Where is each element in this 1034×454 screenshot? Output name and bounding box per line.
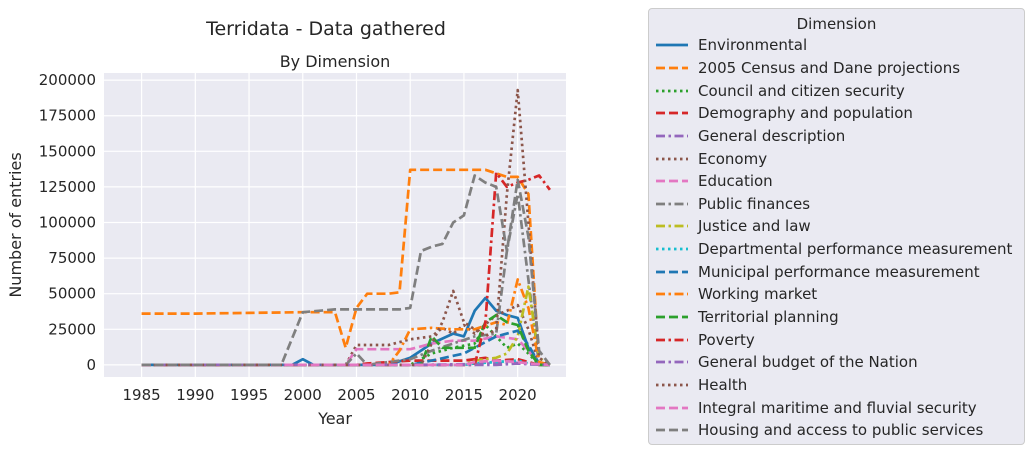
legend-label: Health [698,375,748,394]
y-tick-label: 150000 [39,142,96,160]
legend-item: Territorial planning [649,306,1024,329]
y-tick-label: 175000 [39,107,96,125]
chart-title: By Dimension [280,52,391,71]
y-tick-label: 25000 [48,320,96,338]
legend-swatch [656,293,688,296]
x-tick-label: 2005 [337,386,375,404]
legend-swatch [656,247,688,251]
legend-label: Working market [698,285,818,304]
y-tick-label: 100000 [39,214,96,232]
x-axis: 1985 1990 1995 2000 2005 2010 2015 2020 [123,386,537,404]
legend-item: Departmental performance measurement [649,238,1024,261]
legend: Dimension Environmental 2005 Census and D… [648,8,1025,445]
y-tick-label: 200000 [39,71,96,89]
series-line-justice-and-law [141,285,551,367]
plot-area [104,73,566,377]
legend-label: Environmental [698,36,808,55]
x-tick-label: 2010 [391,386,429,404]
series-layer [141,88,551,367]
series-line-departmental-performance-measurement [141,359,550,367]
legend-label: Economy [698,149,768,168]
legend-swatch [656,338,688,341]
series-line-integral-maritime-and-fluvial-security [141,359,550,367]
legend-swatch [656,270,688,274]
y-axis: 0 25000 50000 75000 100000 125000 150000 175000… [39,71,96,374]
legend-item: Municipal performance measurement [649,260,1024,283]
x-tick-label: 2000 [284,386,322,404]
legend-swatch [656,428,688,432]
x-axis-label: Year [317,409,352,428]
legend-swatch [656,383,688,387]
legend-title: Dimension [796,15,877,33]
series-line-poverty [141,171,551,367]
legend-item: Integral maritime and fluvial security [649,396,1024,419]
series-line-public-finances [141,192,550,367]
legend-label: General budget of the Nation [698,353,918,372]
legend-swatch [656,111,688,115]
legend-label: Council and citizen security [698,81,905,100]
legend-item: Working market [649,283,1024,306]
x-tick-label: 1995 [230,386,268,404]
legend-swatch [656,406,688,409]
x-tick-label: 1985 [123,386,161,404]
series-line-2005-census-and-dane-projections [141,168,550,367]
legend-swatch [656,157,688,160]
legend-swatch [656,43,688,47]
legend-item: Public finances [649,192,1024,215]
legend-label: Housing and access to public services [698,421,984,440]
legend-item: Demography and population [649,102,1024,125]
legend-label: Education [698,172,773,191]
legend-item: Economy [649,147,1024,170]
legend-item: Justice and law [649,215,1024,238]
legend-label: Poverty [698,330,755,349]
y-axis-label: Number of entries [6,152,25,297]
legend-label: Departmental performance measurement [698,240,1013,259]
x-tick-label: 2015 [445,386,483,404]
legend-item: Health [649,374,1024,397]
y-tick-label: 125000 [39,178,96,196]
y-tick-label: 0 [86,356,96,374]
y-tick-label: 50000 [48,285,96,303]
legend-label: Territorial planning [698,308,839,326]
legend-item: Poverty [649,328,1024,351]
legend-label: 2005 Census and Dane projections [698,58,961,77]
legend-item: General budget of the Nation [649,351,1024,374]
series-line-territorial-planning [141,313,550,367]
legend-swatch [656,89,688,92]
legend-label: Demography and population [698,104,913,123]
legend-label: Integral maritime and fluvial security [698,398,977,417]
legend-item: Education [649,170,1024,193]
series-line-environmental [141,296,550,367]
legend-swatch [656,360,688,364]
legend-item: Housing and access to public services [649,419,1024,442]
legend-label: Public finances [698,194,811,213]
figure-title: Terridata - Data gathered [206,18,446,40]
series-line-housing-and-access-to-public-services [141,174,551,367]
line-chart: 1985 1990 1995 2000 2005 2010 2015 2020 0 25000 5… [6,52,566,428]
legend-item: General description [649,125,1024,148]
legend-items: Environmental 2005 Census and Dane projec… [649,34,1024,442]
legend-label: Justice and law [698,217,811,236]
legend-swatch [656,134,688,138]
y-tick-label: 75000 [48,249,96,267]
legend-swatch [656,202,688,206]
series-line-health [141,88,551,367]
legend-swatch [656,225,688,228]
legend-item: 2005 Census and Dane projections [649,57,1024,80]
series-line-working-market [141,278,551,367]
legend-swatch [656,179,688,183]
series-line-municipal-performance-measurement [141,329,551,367]
legend-swatch [656,66,688,70]
series-line-council-and-citizen-security [141,323,550,367]
x-tick-label: 1990 [176,386,214,404]
legend-item: Council and citizen security [649,79,1024,102]
legend-label: General description [698,126,846,145]
legend-label: Municipal performance measurement [698,262,980,281]
legend-swatch [656,315,688,319]
x-tick-label: 2020 [499,386,537,404]
legend-item: Environmental [649,34,1024,57]
